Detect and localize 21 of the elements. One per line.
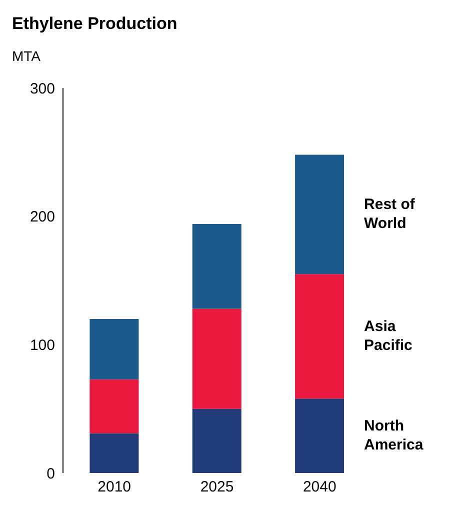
y-tick-label: 200	[30, 208, 55, 226]
y-tick-label: 0	[46, 465, 55, 482]
chart-title: Ethylene Production	[12, 14, 178, 34]
series-label: Asia Pacific	[364, 318, 412, 354]
bar	[295, 398, 344, 473]
x-tick-label: 2010	[98, 478, 132, 496]
bar	[192, 308, 242, 409]
y-tick-label: 300	[30, 80, 55, 98]
series-label: Rest of World	[364, 196, 416, 232]
bar	[90, 319, 139, 380]
x-tick-label: 2025	[200, 478, 234, 496]
series-label: North America	[364, 417, 424, 454]
bar	[295, 154, 344, 274]
y-axis-title: MTA	[12, 48, 41, 64]
bar	[90, 433, 139, 473]
bar	[90, 379, 139, 434]
bar	[295, 274, 344, 399]
y-tick-label: 100	[30, 336, 55, 354]
bar	[192, 224, 242, 309]
bar	[192, 408, 242, 473]
x-tick-label: 2040	[302, 478, 336, 496]
